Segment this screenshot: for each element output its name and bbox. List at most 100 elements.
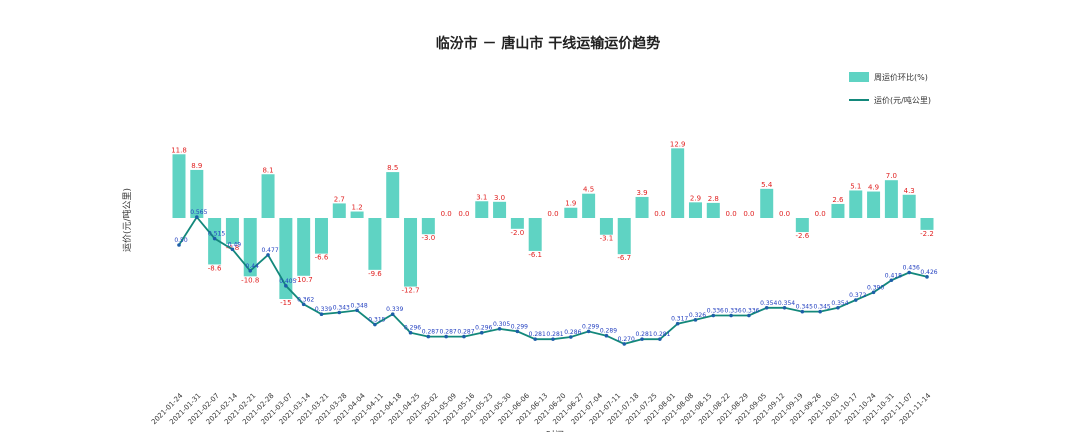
bar bbox=[884, 180, 898, 218]
bar-value-label: 5.4 bbox=[761, 181, 773, 189]
x-axis-label: 时间 bbox=[546, 429, 564, 432]
bar-value-label: 0.0 bbox=[458, 210, 469, 218]
bar-value-label: 12.9 bbox=[670, 140, 686, 148]
bar-value-label: 0.0 bbox=[547, 210, 558, 218]
line-point bbox=[230, 247, 235, 252]
line-value-label: 0.287 bbox=[457, 329, 474, 336]
line-value-label: 0.287 bbox=[440, 329, 457, 336]
bar bbox=[225, 218, 239, 244]
line-point bbox=[462, 334, 466, 339]
bar-value-label: -3.1 bbox=[600, 235, 614, 243]
bar bbox=[688, 202, 702, 218]
line-point bbox=[497, 327, 502, 331]
line-value-label: 0.477 bbox=[261, 247, 278, 254]
bar-value-label: 5.1 bbox=[850, 182, 861, 190]
bar-value-label: 4.5 bbox=[583, 186, 594, 194]
line-value-label: 0.336 bbox=[707, 308, 724, 315]
line-value-label: 0.354 bbox=[831, 300, 848, 307]
chart-title: 临汾市 － 唐山市 干线运输运价趋势 bbox=[436, 35, 661, 52]
line-point bbox=[764, 305, 769, 310]
bar-value-label: -9.6 bbox=[368, 270, 382, 278]
line-value-label: 0.343 bbox=[333, 305, 350, 312]
bar-value-label: 3.1 bbox=[476, 193, 487, 201]
line-point bbox=[212, 236, 217, 241]
line-point bbox=[373, 322, 377, 327]
line-value-label: 0.354 bbox=[778, 300, 795, 307]
bar bbox=[386, 172, 400, 218]
line-point bbox=[622, 342, 627, 346]
line-labels: 0.500.5650.5150.490.440.4770.4050.3620.3… bbox=[174, 209, 937, 343]
bar-value-label: 3.9 bbox=[636, 189, 647, 197]
bar bbox=[564, 207, 578, 218]
bar-value-label: -3.0 bbox=[421, 234, 435, 242]
legend-bar-swatch bbox=[849, 72, 869, 82]
legend-bar-label: 周运价环比(%) bbox=[874, 72, 928, 82]
bar-value-label: -6.6 bbox=[315, 254, 329, 262]
bar-value-label: 0.0 bbox=[654, 210, 665, 218]
bar-value-label: -6.7 bbox=[617, 254, 631, 262]
bar-value-label: 1.9 bbox=[565, 200, 576, 208]
legend-line-label: 运价(元/吨公里) bbox=[874, 95, 931, 105]
bar-value-label: 0.0 bbox=[726, 210, 737, 218]
line-value-label: 0.345 bbox=[796, 304, 813, 311]
bar bbox=[314, 218, 328, 254]
line-value-label: 0.281 bbox=[546, 331, 563, 338]
line-point bbox=[533, 337, 537, 341]
line-point bbox=[853, 298, 858, 302]
bar-value-label: -6.1 bbox=[528, 251, 542, 259]
bar bbox=[902, 194, 916, 218]
bar-value-label: 4.9 bbox=[868, 184, 879, 192]
bar-labels: 11.88.9-8.6-4.8-10.88.1-15-10.7-6.62.71.… bbox=[171, 140, 934, 307]
bar bbox=[368, 218, 382, 270]
line-point bbox=[604, 333, 609, 338]
line-value-label: 0.339 bbox=[315, 306, 332, 313]
line-point bbox=[284, 284, 288, 288]
line-value-label: 0.281 bbox=[635, 331, 652, 338]
bar-value-label: -10.8 bbox=[241, 276, 259, 284]
line-point bbox=[800, 309, 805, 314]
line-points bbox=[177, 215, 929, 346]
line-point bbox=[711, 313, 716, 318]
line-value-label: 0.372 bbox=[849, 292, 866, 299]
bar bbox=[421, 218, 435, 235]
line-point bbox=[301, 302, 306, 307]
bar bbox=[831, 203, 845, 218]
bar-value-label: 2.8 bbox=[708, 195, 719, 203]
bar bbox=[582, 193, 596, 218]
line-point bbox=[925, 275, 929, 279]
bar-value-label: 2.6 bbox=[832, 196, 844, 204]
bar-value-label: 8.5 bbox=[387, 164, 398, 172]
line-point bbox=[836, 305, 840, 310]
line-point bbox=[747, 313, 751, 318]
y-axis-label: 运价(元/吨公里) bbox=[121, 188, 133, 252]
line-value-label: 0.305 bbox=[493, 321, 510, 328]
bar-value-label: 0.0 bbox=[779, 210, 790, 218]
line-value-label: 0.390 bbox=[867, 284, 884, 291]
line-value-label: 0.286 bbox=[564, 329, 581, 336]
x-axis-ticks: 2021-01-242021-01-312021-02-072021-02-14… bbox=[150, 391, 933, 426]
line-value-label: 0.362 bbox=[297, 296, 314, 303]
line-point bbox=[658, 337, 662, 341]
bar-value-label: 7.0 bbox=[886, 172, 897, 180]
bar bbox=[849, 190, 863, 218]
line-value-label: 0.270 bbox=[618, 336, 635, 343]
bar-value-label: -2.6 bbox=[795, 232, 809, 240]
bar-value-label: 1.2 bbox=[352, 204, 363, 212]
bar bbox=[493, 201, 507, 218]
bar-value-label: 8.9 bbox=[191, 162, 202, 170]
bar bbox=[350, 211, 364, 218]
line-point bbox=[569, 335, 573, 339]
line-point bbox=[408, 330, 413, 335]
line-point bbox=[586, 329, 591, 334]
line-value-label: 0.436 bbox=[903, 265, 920, 272]
bar bbox=[920, 218, 934, 230]
line-point bbox=[729, 313, 733, 318]
line-value-label: 0.281 bbox=[653, 331, 670, 338]
bar-value-label: -8.6 bbox=[208, 264, 222, 272]
line-value-label: 0.515 bbox=[208, 231, 225, 238]
bar bbox=[528, 218, 542, 251]
legend: 周运价环比(%) 运价(元/吨公里) bbox=[849, 72, 931, 105]
line-point bbox=[675, 321, 680, 326]
line-value-label: 0.315 bbox=[368, 317, 385, 324]
